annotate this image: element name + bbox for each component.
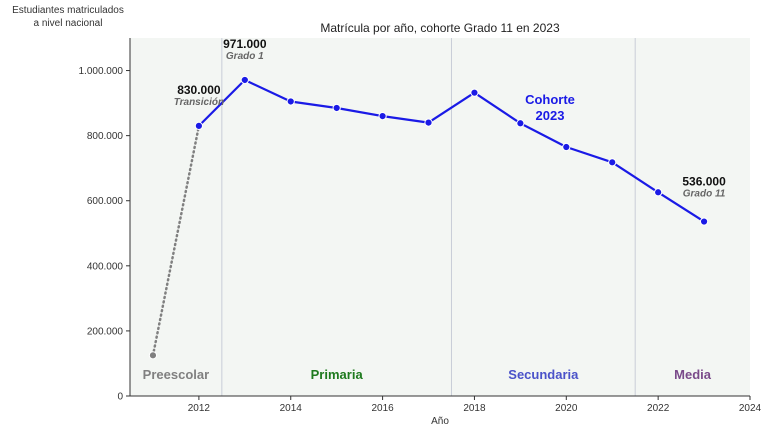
stage-labels: Preescolar Primaria Secundaria Media xyxy=(143,367,712,382)
axes: 0 200.000 400.000 600.000 800.000 1.000.000 20… xyxy=(79,38,762,414)
annotation-sublabel: Grado 11 xyxy=(683,189,726,200)
chart-title: Matrícula por año, cohorte Grado 11 en 2… xyxy=(320,21,560,35)
x-tick-label: 2018 xyxy=(463,403,486,414)
annotation-value: 536.000 xyxy=(682,175,726,189)
series-line-0 xyxy=(151,124,201,357)
x-tick-label: 2012 xyxy=(188,403,211,414)
series-line-1 xyxy=(198,78,705,223)
y-tick-label: 200.000 xyxy=(87,326,124,337)
data-point xyxy=(516,119,525,128)
x-tick-label: 2016 xyxy=(371,403,394,414)
y-tick-label: 800.000 xyxy=(87,131,124,142)
data-point xyxy=(194,121,203,130)
y-tick-label: 0 xyxy=(117,392,123,403)
x-tick-label: 2020 xyxy=(555,403,578,414)
stage-dividers xyxy=(221,38,636,396)
stage-label: Media xyxy=(674,367,712,382)
annotation-value: 971.000 xyxy=(223,37,267,51)
data-point xyxy=(148,351,158,360)
y-axis-title-line-2: a nivel nacional xyxy=(34,18,103,29)
data-point xyxy=(332,103,341,113)
data-point xyxy=(699,217,709,226)
data-point xyxy=(378,112,387,121)
x-tick-label: 2014 xyxy=(280,403,303,414)
annotation-sublabel: Grado 1 xyxy=(226,51,264,62)
y-tick-label: 400.000 xyxy=(87,261,124,272)
data-point xyxy=(240,75,249,85)
annotation-value: 830.000 xyxy=(177,83,221,97)
annotation-sublabel: Transición xyxy=(174,97,224,108)
y-tick-label: 1.000.000 xyxy=(79,66,124,77)
y-tick-label: 600.000 xyxy=(87,196,124,207)
plot-background xyxy=(130,38,750,396)
cohort-label-line-2: 2023 xyxy=(536,108,565,123)
data-point xyxy=(424,118,433,127)
y-axis-title-line-1: Estudiantes matriculados xyxy=(12,5,124,16)
data-point xyxy=(654,188,663,197)
data-point xyxy=(470,88,479,97)
cohort-label-line-1: Cohorte xyxy=(525,92,575,107)
stage-label: Preescolar xyxy=(143,367,210,382)
x-axis-title: Año xyxy=(431,416,449,427)
x-tick-label: 2024 xyxy=(739,403,762,414)
data-point xyxy=(608,158,617,167)
x-tick-label: 2022 xyxy=(647,403,670,414)
data-point xyxy=(286,97,295,106)
stage-label: Primaria xyxy=(311,367,364,382)
data-point xyxy=(562,142,571,152)
series-layer xyxy=(148,75,709,360)
stage-label: Secundaria xyxy=(508,367,579,382)
